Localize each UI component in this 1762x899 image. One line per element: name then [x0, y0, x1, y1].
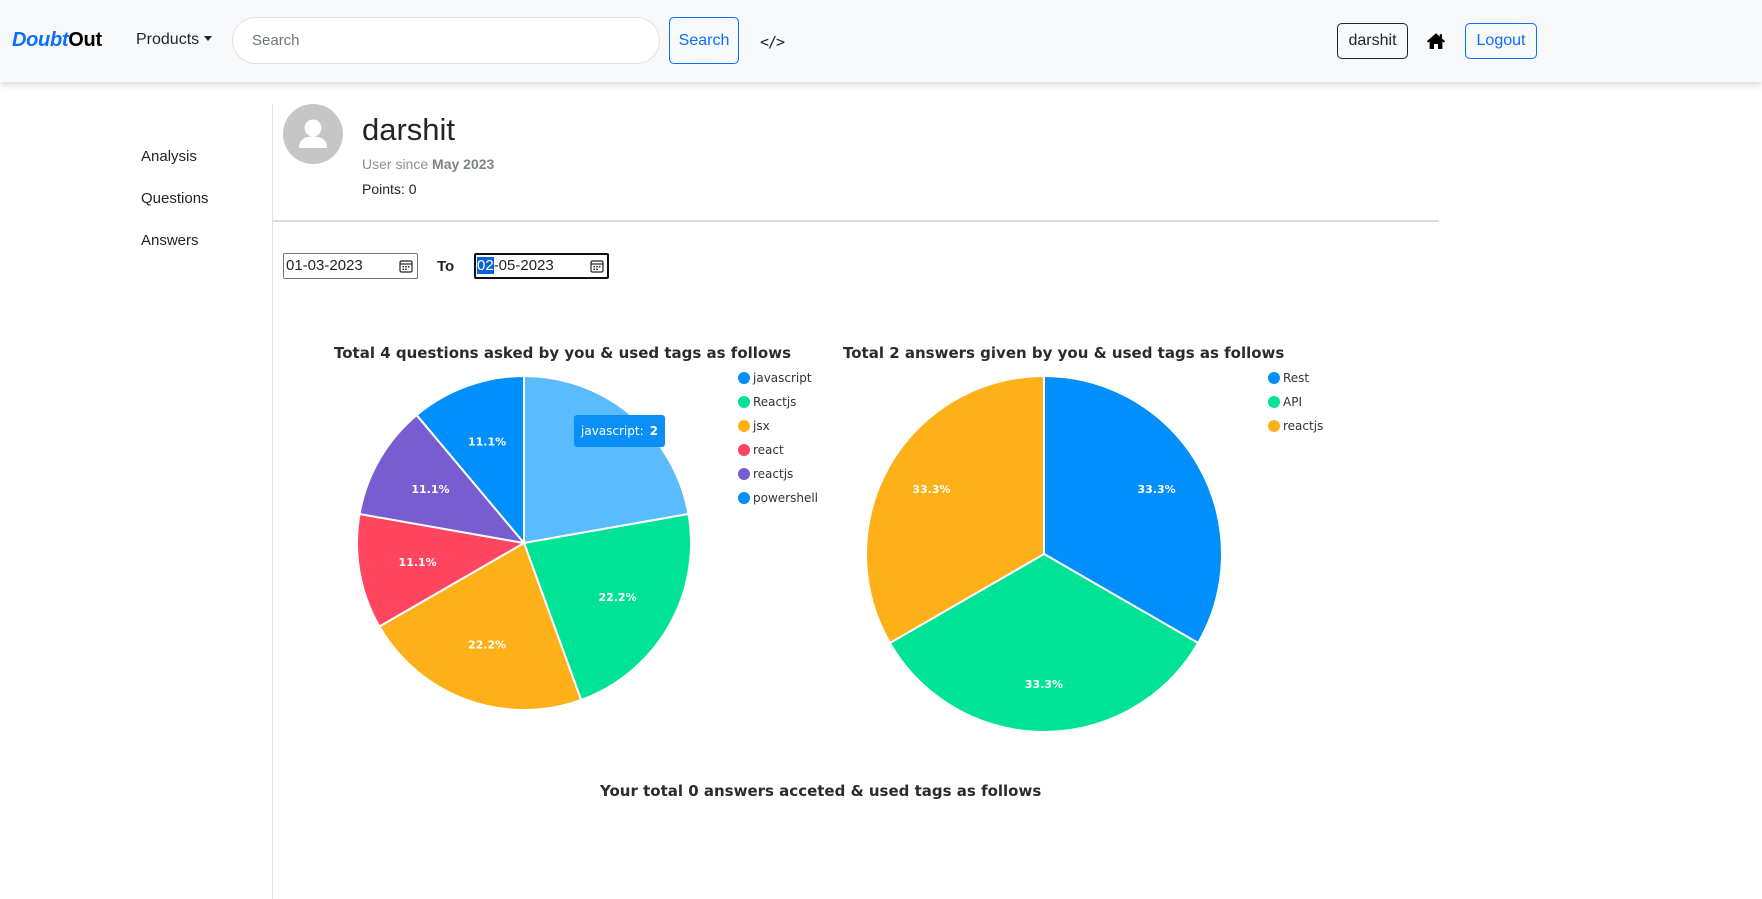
profile-divider: [273, 220, 1439, 222]
brand-part1: Doubt: [12, 29, 69, 51]
points: Points: 0: [362, 181, 417, 197]
legend-marker: [738, 468, 750, 480]
sidebar-item-answers[interactable]: Answers: [141, 232, 199, 249]
pie-slice-reactjs[interactable]: [358, 413, 527, 545]
legend-label: powershell: [753, 491, 818, 505]
legend-label: reactjs: [1283, 419, 1324, 433]
logout-button[interactable]: Logout: [1465, 23, 1537, 59]
tooltip-label: javascript:: [581, 424, 644, 438]
user-since: User since May 2023: [362, 156, 494, 172]
products-dropdown[interactable]: Products: [136, 31, 213, 49]
navbar: DoubtOut Products Search </> darshit Log…: [0, 0, 1762, 82]
answers-pie-chart: 33.3% 33.3% 33.3%: [865, 374, 1223, 733]
legend-marker: [738, 492, 750, 504]
legend-item[interactable]: Rest: [1268, 366, 1323, 390]
to-date-input[interactable]: 02-05-2023: [474, 253, 609, 279]
calendar-icon[interactable]: [590, 259, 604, 273]
user-button[interactable]: darshit: [1337, 23, 1408, 59]
legend-item[interactable]: reactjs: [1268, 414, 1323, 438]
chart-tooltip: javascript: 2: [574, 415, 665, 447]
pie-slice-label: 11.1%: [411, 483, 449, 496]
caret-down-icon: [204, 36, 213, 41]
sidebar-item-questions[interactable]: Questions: [141, 190, 209, 207]
pie-slice-label: 33.3%: [912, 483, 950, 496]
search-input[interactable]: [232, 17, 660, 64]
sidebar-item-analysis[interactable]: Analysis: [141, 148, 197, 165]
pie-slice-powershell[interactable]: [415, 374, 525, 546]
pie-slice-label: 11.1%: [468, 436, 506, 449]
pie-slice-label: 22.2%: [598, 591, 636, 604]
legend-label: javascript: [753, 371, 812, 385]
to-date-selected-part: 02: [477, 257, 494, 274]
home-icon[interactable]: [1426, 32, 1446, 50]
brand-part2: Out: [68, 29, 102, 51]
pie-slice-reactjs[interactable]: [865, 374, 1045, 645]
profile-name: darshit: [362, 112, 456, 147]
legend-label: react: [753, 443, 784, 457]
products-label: Products: [136, 31, 200, 48]
legend-label: jsx: [753, 419, 770, 433]
from-date-value: 01-03-2023: [286, 257, 363, 274]
answers-chart-title: Total 2 answers given by you & used tags…: [843, 344, 1285, 362]
legend-item[interactable]: reactjs: [738, 462, 818, 486]
questions-pie-chart: 22.2% 22.2% 11.1% 11.1% 11.1%: [356, 374, 692, 711]
legend-item[interactable]: react: [738, 438, 818, 462]
user-since-date: May 2023: [432, 156, 495, 172]
pie-slice-reactjs[interactable]: [522, 512, 692, 702]
legend-item[interactable]: API: [1268, 390, 1323, 414]
search-button[interactable]: Search: [669, 17, 739, 64]
user-since-prefix: User since: [362, 156, 429, 172]
pie-slice-label: 22.2%: [468, 638, 506, 651]
legend-item[interactable]: Reactjs: [738, 390, 818, 414]
pie-slice-label: 33.3%: [1137, 483, 1175, 496]
legend-label: Reactjs: [753, 395, 797, 409]
pie-slice-jsx[interactable]: [378, 541, 583, 711]
legend-marker: [738, 444, 750, 456]
legend-item[interactable]: jsx: [738, 414, 818, 438]
from-date-input[interactable]: 01-03-2023: [283, 253, 418, 279]
code-icon[interactable]: </>: [760, 33, 785, 51]
avatar: [283, 104, 343, 164]
legend-item[interactable]: javascript: [738, 366, 818, 390]
legend-marker: [1268, 372, 1280, 384]
sidebar-divider: [272, 104, 273, 899]
legend-marker: [1268, 420, 1280, 432]
questions-chart-title: Total 4 questions asked by you & used ta…: [334, 344, 792, 362]
legend-item[interactable]: powershell: [738, 486, 818, 510]
legend-marker: [738, 396, 750, 408]
legend-label: Rest: [1283, 371, 1310, 385]
to-label: To: [437, 258, 455, 275]
pie-slice-rest[interactable]: [1043, 374, 1223, 645]
legend-label: API: [1283, 395, 1302, 409]
to-date-rest: -05-2023: [493, 257, 554, 274]
accepted-chart-title: Your total 0 answers acceted & used tags…: [600, 782, 1042, 800]
user-icon: [299, 119, 327, 148]
pie-slice-label: 33.3%: [1025, 678, 1063, 691]
questions-chart-legend: javascript Reactjs jsx react reactjs powershe…: [738, 366, 818, 510]
tooltip-value: 2: [649, 424, 658, 438]
brand-logo[interactable]: DoubtOut: [12, 29, 102, 52]
pie-slice-label: 11.1%: [399, 556, 437, 569]
legend-marker: [1268, 396, 1280, 408]
legend-marker: [738, 372, 750, 384]
legend-label: reactjs: [753, 467, 794, 481]
calendar-icon[interactable]: [399, 259, 413, 273]
legend-marker: [738, 420, 750, 432]
pie-slice-react[interactable]: [356, 512, 527, 628]
answers-chart-legend: Rest API reactjs: [1268, 366, 1323, 438]
